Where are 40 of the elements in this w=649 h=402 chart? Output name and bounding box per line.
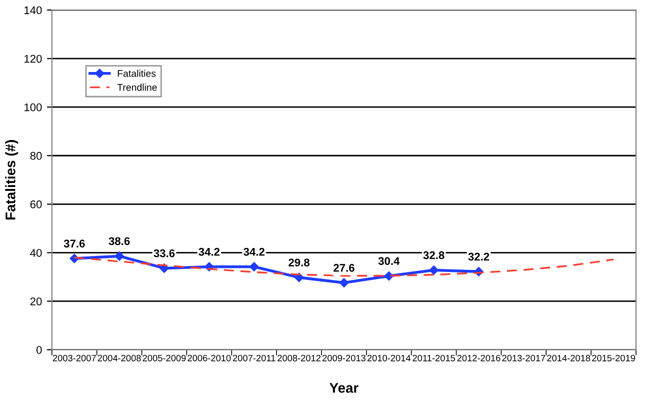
data-label: 34.2	[198, 248, 220, 256]
x-tick-label: 2003-2007	[52, 354, 96, 362]
data-label: 34.2	[244, 248, 264, 256]
x-tick-label: 2006-2010	[188, 354, 231, 362]
legend-label: Fatalities	[118, 70, 156, 77]
x-axis-title: Year	[330, 383, 358, 393]
point	[339, 278, 349, 288]
x-tick-label: 2004-2008	[98, 354, 141, 362]
point	[384, 271, 394, 281]
y-axis-title: Fatalities (#)	[5, 140, 18, 220]
y-tick-label: 140	[24, 6, 42, 14]
legend-label: Trendline	[117, 84, 157, 91]
y-tick-label: 120	[24, 54, 42, 63]
x-tick-label: 2009-2013	[322, 354, 366, 362]
point	[249, 262, 259, 272]
x-tick-label: 2014-2018	[547, 354, 590, 362]
data-label: 30.4	[378, 257, 400, 265]
x-tick-label: 2008-2012	[278, 354, 320, 362]
data-label: 29.8	[288, 258, 310, 266]
y-tick-label: 60	[30, 200, 42, 208]
data-label: 38.6	[108, 237, 130, 246]
data-label: 32.2	[468, 252, 490, 261]
data-label: 27.6	[334, 264, 354, 272]
data-label: 37.6	[64, 240, 85, 248]
y-tick-label: 80	[30, 152, 42, 160]
y-tick-label: 0	[36, 346, 42, 354]
point	[114, 251, 124, 261]
x-tick-label: 2013-2017	[502, 354, 546, 362]
point	[429, 266, 438, 275]
x-tick-label: 2011-2015	[412, 354, 456, 362]
y-tick-label: 20	[30, 297, 42, 306]
x-tick-label: 2015-2019	[592, 354, 636, 362]
y-tick-label: 40	[30, 248, 42, 257]
data-label: 32.8	[423, 251, 444, 260]
x-tick-label: 2010-2014	[367, 354, 411, 362]
x-tick-label: 2007-2011	[232, 354, 276, 362]
x-tick-label: 2012-2016	[457, 354, 500, 362]
data-label: 33.6	[154, 249, 175, 258]
x-tick-label: 2005-2009	[142, 354, 186, 362]
y-tick-label: 100	[24, 103, 42, 112]
